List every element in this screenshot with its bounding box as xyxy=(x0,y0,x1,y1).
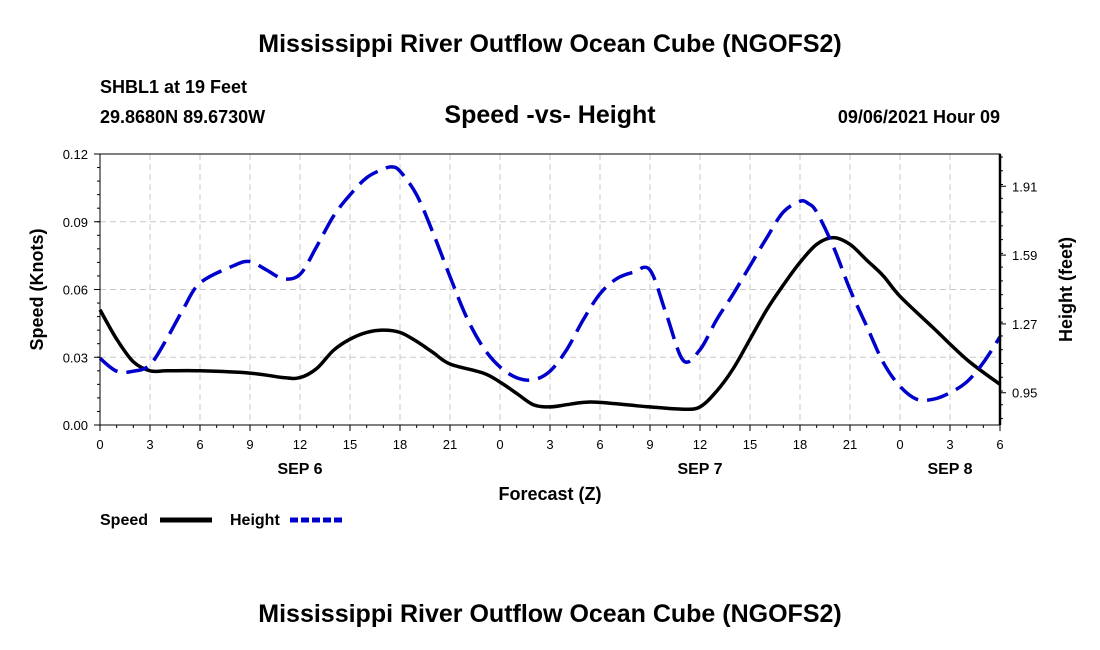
x-tick-label: 0 xyxy=(96,437,103,452)
station-label: SHBL1 at 19 Feet xyxy=(100,77,248,97)
x-tick-label: 21 xyxy=(443,437,457,452)
x-tick-label: 9 xyxy=(246,437,253,452)
y-axis-title: Speed (Knots) xyxy=(27,228,47,350)
y-tick-label: 0.09 xyxy=(63,215,88,230)
x-tick-label: 3 xyxy=(946,437,953,452)
day-label: SEP 7 xyxy=(677,461,722,478)
x-tick-label: 6 xyxy=(596,437,603,452)
x-tick-label: 0 xyxy=(496,437,503,452)
x-tick-label: 6 xyxy=(996,437,1003,452)
y-tick-label: 0.00 xyxy=(63,418,88,433)
axes: 0 3 6 9 12 15 18 21 0 3 6 9 12 15 18 21 0 3 6 SEP 6 SEP 7 SEP… xyxy=(63,147,1038,478)
day-label: SEP 8 xyxy=(927,461,972,478)
x-tick-label: 12 xyxy=(293,437,307,452)
page-title: Mississippi River Outflow Ocean Cube (NG… xyxy=(258,30,842,58)
legend: Speed Height xyxy=(100,512,342,529)
grid-lines xyxy=(99,154,1001,425)
y2-tick-label: 1.91 xyxy=(1012,179,1037,194)
x-tick-label: 3 xyxy=(146,437,153,452)
x-tick-label: 18 xyxy=(393,437,407,452)
data-series xyxy=(98,165,1002,412)
chart-title: Speed -vs- Height xyxy=(444,101,656,129)
y2-tick-label: 0.95 xyxy=(1012,386,1037,401)
x-tick-label: 21 xyxy=(843,437,857,452)
x-tick-label: 6 xyxy=(196,437,203,452)
x-axis-title: Forecast (Z) xyxy=(498,484,601,504)
y2-tick-label: 1.59 xyxy=(1012,248,1037,263)
legend-speed-label: Speed xyxy=(100,512,148,529)
x-tick-label: 12 xyxy=(693,437,707,452)
footer-title: Mississippi River Outflow Ocean Cube (NG… xyxy=(258,600,842,628)
x-tick-label: 0 xyxy=(896,437,903,452)
legend-height-label: Height xyxy=(230,512,280,529)
forecast-datetime: 09/06/2021 Hour 09 xyxy=(837,107,1000,127)
x-tick-label: 15 xyxy=(743,437,757,452)
x-tick-label: 3 xyxy=(546,437,553,452)
x-tick-label: 15 xyxy=(343,437,357,452)
y-tick-label: 0.12 xyxy=(63,147,88,162)
y-tick-label: 0.06 xyxy=(63,283,88,298)
station-coordinates: 29.8680N 89.6730W xyxy=(100,107,266,127)
x-tick-label: 9 xyxy=(646,437,653,452)
day-label: SEP 6 xyxy=(277,461,322,478)
x-tick-label: 18 xyxy=(793,437,807,452)
y2-tick-label: 1.27 xyxy=(1012,317,1037,332)
y2-axis-title: Height (feet) xyxy=(1056,237,1076,342)
speed-series-line xyxy=(98,235,1002,412)
height-series-line xyxy=(98,165,1002,403)
y-tick-label: 0.03 xyxy=(63,350,88,365)
